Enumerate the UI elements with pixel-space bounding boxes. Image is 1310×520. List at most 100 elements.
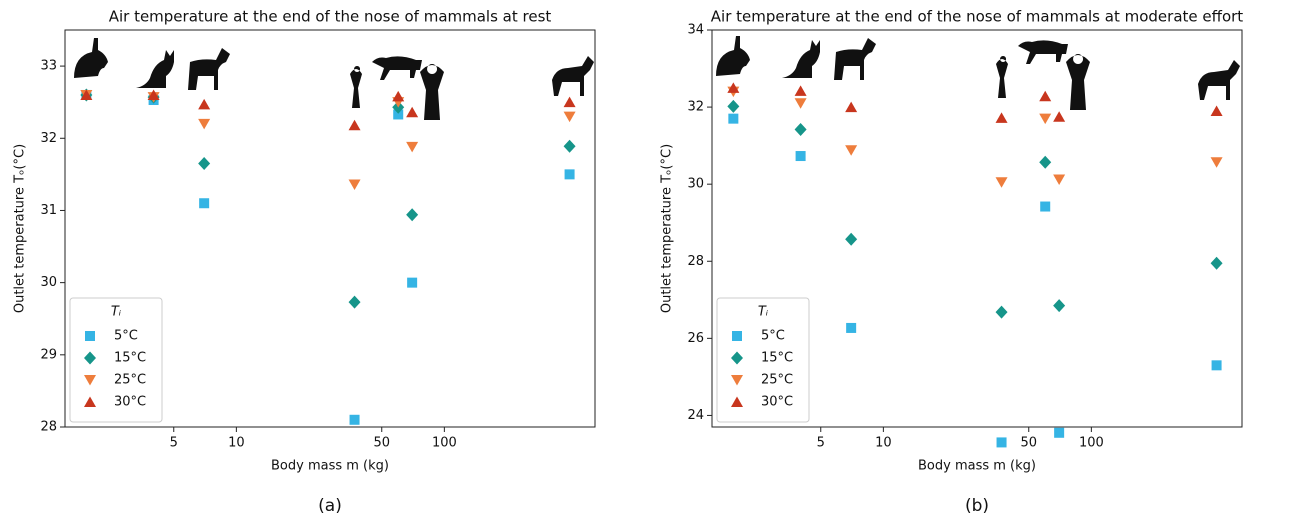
rabbit-icon [716,36,750,76]
data-point [406,106,419,118]
data-point [147,89,160,100]
y-tick-label: 30 [687,177,704,192]
silhouettes [74,36,1240,120]
data-point [995,112,1008,123]
data-point [1039,113,1052,125]
data-point [1053,299,1066,313]
cheetah-icon [372,56,422,80]
legend-label: 5°C [761,329,785,344]
data-point [845,145,858,156]
x-tick-label: 100 [1079,436,1104,451]
legend-box [69,297,163,423]
human-icon [350,66,362,108]
data-point [407,277,418,288]
legend-label: 5°C [114,329,138,344]
cat-icon [136,50,174,88]
y-tick-label: 26 [687,331,704,346]
data-point [406,208,419,222]
x-tick-label: 50 [373,436,390,451]
y-tick-label: 32 [687,100,704,115]
data-point [348,179,361,190]
data-point [349,414,360,425]
data-point [1210,256,1223,270]
human-icon [996,56,1008,98]
legend-label: 25°C [761,373,793,388]
legend-label: 30°C [114,395,146,410]
data-point [348,295,361,309]
data-point [1210,105,1223,116]
data-point [1053,111,1066,122]
legend-marker [84,396,96,407]
cat-icon [782,40,820,78]
data-point [198,118,211,130]
data-point [845,232,858,246]
data-point [199,198,210,209]
caption: (a) [318,496,342,516]
data-point [794,85,807,96]
x-tick-label: 10 [875,436,892,451]
data-point [995,305,1008,319]
y-tick-label: 34 [687,23,704,38]
data-point [728,113,739,124]
data-point [995,177,1008,188]
x-tick-label: 5 [817,436,825,451]
legend-box [716,297,810,423]
cheetah-icon [1018,40,1068,64]
data-point [1211,360,1222,371]
y-tick-label: 33 [40,59,57,74]
human-icon [420,64,444,120]
data-point [794,98,807,109]
y-tick-label: 24 [687,408,704,423]
human-icon [1066,54,1090,110]
data-point [1053,174,1066,186]
legend-title: Tᵢ [111,305,122,320]
rabbit-icon [74,38,108,78]
data-point [1039,155,1052,169]
chart-title: Air temperature at the end of the nose o… [711,8,1243,26]
dog-icon [834,38,876,80]
data-point [794,122,807,136]
chart-title: Air temperature at the end of the nose o… [109,8,552,26]
data-point [348,119,361,131]
dog-icon [188,48,230,90]
data-point [563,111,576,123]
legend-marker [732,331,742,341]
x-axis-label: Body mass m (kg) [271,459,389,474]
legend-label: 25°C [114,373,146,388]
y-axis-label: Outlet temperature Tₒ(°C) [13,144,28,313]
x-tick-label: 50 [1020,436,1037,451]
legend-marker [84,375,96,386]
y-tick-label: 28 [40,420,57,435]
data-point [563,96,576,108]
y-axis-label: Outlet temperature Tₒ(°C) [660,144,675,313]
horse-icon [552,56,594,96]
data-point [563,139,576,153]
data-point [846,322,857,333]
data-point [392,90,405,102]
data-point [727,82,740,93]
legend-title: Tᵢ [758,305,769,320]
x-tick-label: 5 [170,436,178,451]
data-point [198,157,211,171]
y-tick-label: 28 [687,254,704,269]
legend-label: 30°C [761,395,793,410]
data-point [198,98,211,110]
legend-marker [731,396,743,407]
x-axis-label: Body mass m (kg) [918,459,1036,474]
x-tick-label: 10 [228,436,245,451]
data-point [564,169,575,180]
data-point [1039,90,1052,102]
plot-frame [64,29,596,428]
legend-marker [85,331,95,341]
data-point [406,141,419,153]
data-point [795,151,806,162]
horse-icon [1198,60,1240,100]
data-point [80,89,93,100]
y-tick-label: 31 [40,203,57,218]
y-tick-label: 32 [40,131,57,146]
y-tick-label: 30 [40,275,57,290]
caption: (b) [965,496,989,516]
y-tick-label: 29 [40,347,57,362]
